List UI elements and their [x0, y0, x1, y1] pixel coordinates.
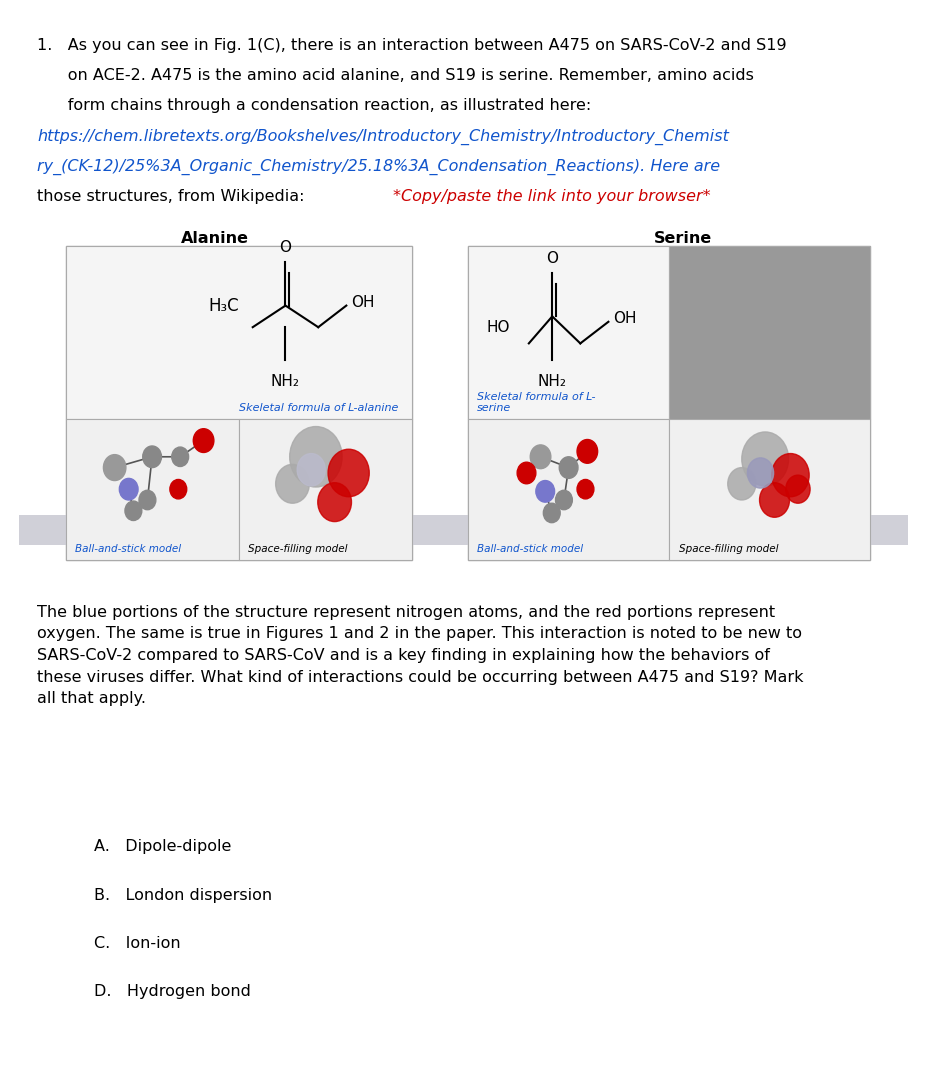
Text: Skeletal formula of L-
serine: Skeletal formula of L- serine	[477, 392, 596, 414]
FancyBboxPatch shape	[669, 246, 870, 419]
Circle shape	[760, 483, 790, 517]
FancyBboxPatch shape	[669, 419, 870, 559]
Circle shape	[536, 481, 555, 502]
FancyBboxPatch shape	[66, 246, 412, 419]
Text: Space-filling model: Space-filling model	[679, 544, 778, 554]
Circle shape	[578, 480, 594, 499]
FancyBboxPatch shape	[19, 515, 908, 545]
Text: O: O	[547, 251, 558, 266]
Text: The blue portions of the structure represent nitrogen atoms, and the red portion: The blue portions of the structure repre…	[37, 605, 804, 706]
Circle shape	[786, 475, 811, 503]
Text: OH: OH	[613, 311, 636, 326]
Text: A.   Dipole-dipole: A. Dipole-dipole	[94, 839, 231, 854]
Circle shape	[194, 429, 214, 453]
Text: C.   Ion-ion: C. Ion-ion	[94, 936, 181, 950]
Circle shape	[290, 427, 343, 487]
Circle shape	[747, 458, 774, 488]
Text: Space-filling model: Space-filling model	[248, 544, 347, 554]
Circle shape	[120, 478, 139, 500]
FancyBboxPatch shape	[66, 419, 239, 559]
Circle shape	[577, 440, 598, 463]
Text: D.   Hydrogen bond: D. Hydrogen bond	[94, 984, 251, 999]
Text: Ball-and-stick model: Ball-and-stick model	[75, 544, 181, 554]
Circle shape	[742, 432, 788, 486]
Circle shape	[556, 490, 573, 510]
Circle shape	[139, 490, 155, 510]
Text: 1.   As you can see in Fig. 1(C), there is an interaction between A475 on SARS-C: 1. As you can see in Fig. 1(C), there is…	[37, 38, 787, 53]
Text: https://chem.libretexts.org/Bookshelves/Introductory_Chemistry/Introductory_Chem: https://chem.libretexts.org/Bookshelves/…	[37, 129, 729, 145]
FancyBboxPatch shape	[66, 246, 412, 559]
Circle shape	[544, 503, 561, 523]
Circle shape	[560, 457, 578, 478]
Text: HO: HO	[487, 320, 510, 335]
FancyBboxPatch shape	[468, 246, 669, 419]
Circle shape	[276, 464, 310, 503]
Circle shape	[318, 483, 352, 522]
Text: *Copy/paste the link into your browser*: *Copy/paste the link into your browser*	[393, 189, 710, 204]
Text: on ACE-2. A475 is the amino acid alanine, and S19 is serine. Remember, amino aci: on ACE-2. A475 is the amino acid alanine…	[37, 68, 754, 83]
FancyBboxPatch shape	[468, 419, 669, 559]
Circle shape	[771, 454, 810, 497]
Text: NH₂: NH₂	[271, 374, 300, 389]
Text: Ball-and-stick model: Ball-and-stick model	[477, 544, 583, 554]
Text: OH: OH	[351, 295, 374, 310]
Circle shape	[298, 454, 326, 486]
Text: form chains through a condensation reaction, as illustrated here:: form chains through a condensation react…	[37, 98, 592, 113]
Text: Skeletal formula of L-alanine: Skeletal formula of L-alanine	[239, 403, 398, 414]
FancyBboxPatch shape	[239, 419, 412, 559]
Text: B.   London dispersion: B. London dispersion	[94, 888, 271, 903]
Text: ry_(CK-12)/25%3A_Organic_Chemistry/25.18%3A_Condensation_Reactions). Here are: ry_(CK-12)/25%3A_Organic_Chemistry/25.18…	[37, 159, 721, 175]
Circle shape	[170, 480, 187, 499]
Text: those structures, from Wikipedia:: those structures, from Wikipedia:	[37, 189, 305, 204]
Circle shape	[329, 449, 370, 497]
Circle shape	[728, 468, 756, 500]
Circle shape	[517, 462, 536, 484]
Text: H₃C: H₃C	[208, 297, 239, 314]
Circle shape	[172, 447, 189, 467]
Circle shape	[530, 445, 550, 469]
Text: Alanine: Alanine	[182, 231, 249, 246]
Circle shape	[104, 455, 125, 481]
FancyBboxPatch shape	[468, 246, 870, 559]
Text: O: O	[280, 240, 291, 255]
Circle shape	[143, 446, 161, 468]
Circle shape	[125, 501, 142, 521]
Text: Serine: Serine	[654, 231, 712, 246]
Text: NH₂: NH₂	[538, 374, 566, 389]
